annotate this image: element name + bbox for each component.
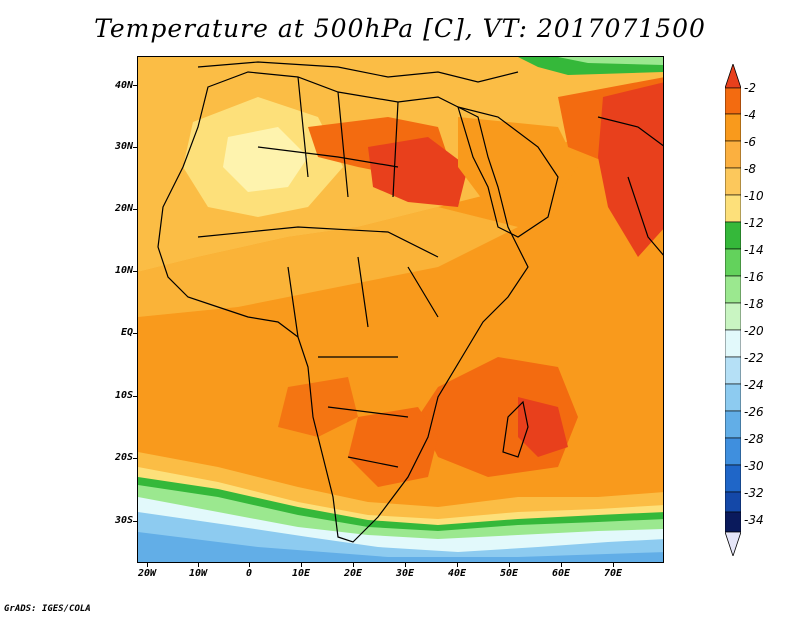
colorbar-swatch: [725, 329, 741, 358]
colorbar-label: -18: [744, 297, 764, 311]
map-canvas: [138, 57, 663, 562]
temperature-map: [137, 56, 664, 563]
lat-tick: [133, 85, 137, 86]
lon-tick: [301, 563, 302, 567]
colorbar-swatch: [725, 302, 741, 331]
colorbar-label: -4: [744, 108, 756, 122]
region-southafrica-hot: [348, 407, 438, 487]
colorbar-label: -12: [744, 216, 764, 230]
colorbar: [725, 64, 741, 556]
madagascar-outline: [502, 400, 529, 458]
lon-tick: [353, 563, 354, 567]
lat-label-30s: 30S: [114, 515, 133, 526]
colorbar-swatch: [725, 511, 741, 533]
colorbar-label: -32: [744, 486, 764, 500]
chart-title: Temperature at 500hPa [C], VT: 201707150…: [94, 14, 706, 43]
arabia-outline: [457, 106, 559, 238]
colorbar-swatch: [725, 140, 741, 169]
lon-tick: [147, 563, 148, 567]
lat-tick: [133, 271, 137, 272]
lat-label-30n: 30N: [114, 141, 133, 152]
lat-tick: [133, 396, 137, 397]
lon-tick: [405, 563, 406, 567]
lon-label-70e: 70E: [603, 568, 623, 579]
colorbar-label: -14: [744, 243, 764, 257]
region-arabia-warm: [458, 117, 578, 207]
colorbar-swatch: [725, 194, 741, 223]
colorbar-swatch: [725, 167, 741, 196]
lon-label-20w: 20W: [137, 568, 157, 579]
colorbar-label: -8: [744, 162, 756, 176]
india-outline: [597, 116, 663, 256]
lon-tick: [613, 563, 614, 567]
lat-label-10s: 10S: [114, 390, 133, 401]
colorbar-label: -20: [744, 324, 764, 338]
africa-outline: [157, 71, 529, 543]
colorbar-label: -2: [744, 81, 756, 95]
lat-label-eq: EQ: [120, 327, 133, 338]
lon-tick: [249, 563, 250, 567]
lat-tick: [133, 458, 137, 459]
lat-label-40n: 40N: [114, 80, 133, 91]
colorbar-label: -16: [744, 270, 764, 284]
colorbar-swatch: [725, 113, 741, 142]
region-med-light: [558, 57, 663, 65]
colorbar-label: -24: [744, 378, 764, 392]
colorbar-label: -22: [744, 351, 764, 365]
lat-label-20s: 20S: [114, 452, 133, 463]
lat-label-20n: 20N: [114, 203, 133, 214]
region-south-ocean-deep: [138, 532, 663, 562]
borders-north: [257, 76, 399, 198]
colorbar-swatch: [725, 221, 741, 250]
lon-label-20e: 20E: [343, 568, 363, 579]
region-tropics-cool: [138, 207, 518, 317]
region-angola-warm: [278, 377, 358, 437]
lon-tick: [457, 563, 458, 567]
colorbar-swatch: [725, 437, 741, 466]
colorbar-bottom-triangle: [725, 531, 741, 556]
colorbar-label: -30: [744, 459, 764, 473]
lon-label-50e: 50E: [499, 568, 519, 579]
colorbar-label: -34: [744, 513, 764, 527]
borders-south: [318, 356, 409, 468]
coastlines: [157, 61, 663, 543]
colorbar-label: -6: [744, 135, 756, 149]
colorbar-top-triangle: [725, 64, 741, 89]
colorbar-swatch: [725, 87, 741, 115]
colorbar-label: -28: [744, 432, 764, 446]
mediterranean-coast: [197, 61, 519, 83]
lat-label-10n: 10N: [114, 265, 133, 276]
region-madagascar-hot: [518, 397, 568, 457]
lat-tick: [133, 147, 137, 148]
colorbar-swatch: [725, 275, 741, 304]
lon-label-10w: 10W: [188, 568, 208, 579]
lat-tick: [133, 333, 137, 334]
lat-tick: [133, 521, 137, 522]
colorbar-label: -10: [744, 189, 764, 203]
lon-tick: [561, 563, 562, 567]
lon-label-30e: 30E: [395, 568, 415, 579]
borders-central: [197, 226, 439, 338]
colorbar-swatch: [725, 248, 741, 277]
lon-tick: [198, 563, 199, 567]
lon-label-10e: 10E: [291, 568, 311, 579]
colorbar-swatch: [725, 383, 741, 412]
lon-label-60e: 60E: [551, 568, 571, 579]
lon-tick: [509, 563, 510, 567]
lon-label-0: 0: [245, 568, 253, 579]
lat-tick: [133, 209, 137, 210]
grads-credit: GrADS: IGES/COLA: [4, 604, 91, 614]
colorbar-swatch: [725, 491, 741, 513]
colorbar-swatch: [725, 464, 741, 493]
colorbar-swatch: [725, 410, 741, 439]
colorbar-swatch: [725, 356, 741, 385]
region-sahara-coolest: [223, 127, 308, 192]
region-india-hot: [598, 82, 663, 257]
lon-label-40e: 40E: [447, 568, 467, 579]
colorbar-label: -26: [744, 405, 764, 419]
